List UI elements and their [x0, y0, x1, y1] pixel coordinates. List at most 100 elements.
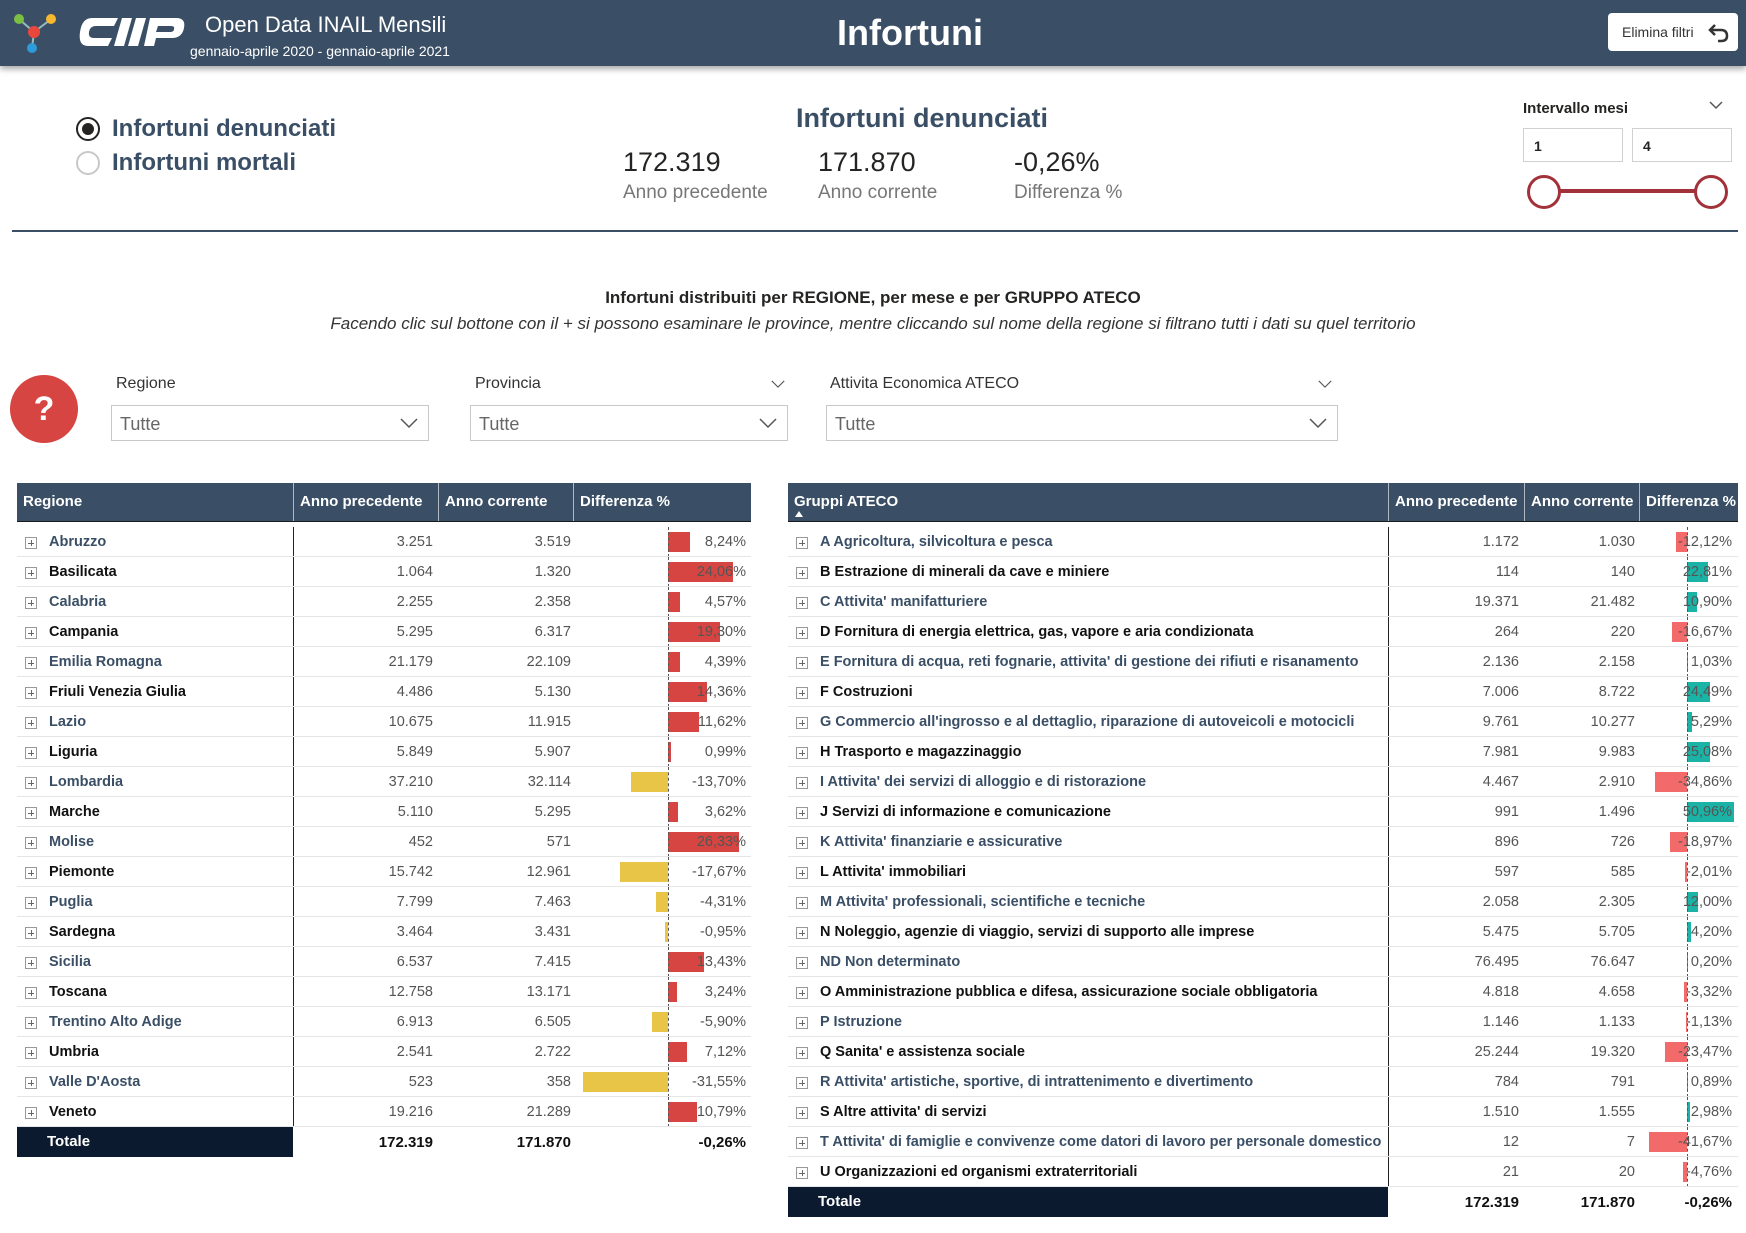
- row-name[interactable]: E Fornitura di acqua, reti fognarie, att…: [820, 654, 1359, 670]
- filter-regione-dropdown[interactable]: Tutte: [111, 405, 429, 441]
- expand-plus-icon[interactable]: [25, 657, 37, 669]
- table-row[interactable]: Lazio 10.675 11.915 11,62%: [17, 707, 751, 737]
- filter-provincia-dropdown[interactable]: Tutte: [470, 405, 788, 441]
- row-name[interactable]: H Trasporto e magazzinaggio: [820, 744, 1022, 760]
- reset-filters-button[interactable]: Elimina filtri: [1608, 13, 1738, 51]
- column-header[interactable]: Regione: [23, 493, 83, 510]
- row-name[interactable]: Abruzzo: [49, 534, 107, 550]
- table-row[interactable]: D Fornitura di energia elettrica, gas, v…: [788, 617, 1738, 647]
- expand-plus-icon[interactable]: [25, 1107, 37, 1119]
- row-name[interactable]: O Amministrazione pubblica e difesa, ass…: [820, 984, 1318, 1000]
- row-name[interactable]: B Estrazione di minerali da cave e minie…: [820, 564, 1110, 580]
- row-name[interactable]: R Attivita' artistiche, sportive, di int…: [820, 1074, 1254, 1090]
- expand-plus-icon[interactable]: [796, 1017, 808, 1029]
- table-row[interactable]: Liguria 5.849 5.907 0,99%: [17, 737, 751, 767]
- column-header[interactable]: Anno precedente: [1395, 493, 1518, 510]
- row-name[interactable]: F Costruzioni: [820, 684, 913, 700]
- table-row[interactable]: J Servizi di informazione e comunicazion…: [788, 797, 1738, 827]
- table-row[interactable]: Umbria 2.541 2.722 7,12%: [17, 1037, 751, 1067]
- expand-plus-icon[interactable]: [796, 957, 808, 969]
- column-header[interactable]: Anno corrente: [1531, 493, 1634, 510]
- radio-infortuni-denunciati[interactable]: Infortuni denunciati: [76, 112, 336, 146]
- table-row[interactable]: A Agricoltura, silvicoltura e pesca 1.172…: [788, 527, 1738, 557]
- row-name[interactable]: K Attivita' finanziarie e assicurative: [820, 834, 1063, 850]
- expand-plus-icon[interactable]: [796, 897, 808, 909]
- row-name[interactable]: J Servizi di informazione e comunicazion…: [820, 804, 1111, 820]
- column-header[interactable]: Differenza %: [1646, 493, 1737, 510]
- expand-plus-icon[interactable]: [796, 657, 808, 669]
- row-name[interactable]: P Istruzione: [820, 1014, 902, 1030]
- table-row[interactable]: N Noleggio, agenzie di viaggio, servizi …: [788, 917, 1738, 947]
- slider-track[interactable]: [1540, 189, 1708, 193]
- expand-plus-icon[interactable]: [25, 687, 37, 699]
- table-row[interactable]: C Attivita' manifatturiere 19.371 21.482 10…: [788, 587, 1738, 617]
- expand-plus-icon[interactable]: [796, 687, 808, 699]
- column-header[interactable]: Anno precedente: [300, 493, 423, 510]
- table-row[interactable]: Calabria 2.255 2.358 4,57%: [17, 587, 751, 617]
- expand-plus-icon[interactable]: [796, 927, 808, 939]
- row-name[interactable]: Q Sanita' e assistenza sociale: [820, 1044, 1025, 1060]
- expand-plus-icon[interactable]: [796, 537, 808, 549]
- expand-plus-icon[interactable]: [25, 597, 37, 609]
- table-row[interactable]: Basilicata 1.064 1.320 24,06%: [17, 557, 751, 587]
- expand-plus-icon[interactable]: [796, 627, 808, 639]
- table-row[interactable]: Veneto 19.216 21.289 10,79%: [17, 1097, 751, 1127]
- table-row[interactable]: P Istruzione 1.146 1.133 -1,13%: [788, 1007, 1738, 1037]
- row-name[interactable]: Basilicata: [49, 564, 117, 580]
- expand-plus-icon[interactable]: [25, 897, 37, 909]
- expand-plus-icon[interactable]: [796, 807, 808, 819]
- table-row[interactable]: Trentino Alto Adige 6.913 6.505 -5,90%: [17, 1007, 751, 1037]
- filter-ateco-dropdown[interactable]: Tutte: [826, 405, 1338, 441]
- expand-plus-icon[interactable]: [25, 1047, 37, 1059]
- table-row[interactable]: H Trasporto e magazzinaggio 7.981 9.983 25,…: [788, 737, 1738, 767]
- row-name[interactable]: L Attivita' immobiliari: [820, 864, 967, 880]
- expand-plus-icon[interactable]: [796, 1137, 808, 1149]
- expand-plus-icon[interactable]: [25, 867, 37, 879]
- table-row[interactable]: Marche 5.110 5.295 3,62%: [17, 797, 751, 827]
- row-name[interactable]: D Fornitura di energia elettrica, gas, v…: [820, 624, 1254, 640]
- slider-from-input[interactable]: 1: [1523, 128, 1623, 162]
- expand-plus-icon[interactable]: [25, 987, 37, 999]
- table-row[interactable]: Friuli Venezia Giulia 4.486 5.130 14,36%: [17, 677, 751, 707]
- expand-plus-icon[interactable]: [796, 1107, 808, 1119]
- row-name[interactable]: G Commercio all'ingrosso e al dettaglio,…: [820, 714, 1355, 730]
- column-header[interactable]: Anno corrente: [445, 493, 548, 510]
- table-row[interactable]: L Attivita' immobiliari 597 585 -2,01%: [788, 857, 1738, 887]
- expand-plus-icon[interactable]: [796, 867, 808, 879]
- slider-to-input[interactable]: 4: [1632, 128, 1732, 162]
- table-row[interactable]: B Estrazione di minerali da cave e minie…: [788, 557, 1738, 587]
- table-row[interactable]: Puglia 7.799 7.463 -4,31%: [17, 887, 751, 917]
- table-row[interactable]: O Amministrazione pubblica e difesa, ass…: [788, 977, 1738, 1007]
- row-name[interactable]: T Attivita' di famiglie e convivenze com…: [820, 1134, 1382, 1150]
- radio-infortuni-mortali[interactable]: Infortuni mortali: [76, 146, 336, 180]
- table-row[interactable]: Campania 5.295 6.317 19,30%: [17, 617, 751, 647]
- table-row[interactable]: Sardegna 3.464 3.431 -0,95%: [17, 917, 751, 947]
- table-row[interactable]: Q Sanita' e assistenza sociale 25.244 19.3…: [788, 1037, 1738, 1067]
- expand-plus-icon[interactable]: [796, 1047, 808, 1059]
- table-row[interactable]: Lombardia 37.210 32.114 -13,70%: [17, 767, 751, 797]
- row-name[interactable]: Marche: [49, 804, 100, 820]
- table-row[interactable]: I Attivita' dei servizi di alloggio e di…: [788, 767, 1738, 797]
- row-name[interactable]: Umbria: [49, 1044, 99, 1060]
- table-row[interactable]: Sicilia 6.537 7.415 13,43%: [17, 947, 751, 977]
- row-name[interactable]: Sicilia: [49, 954, 91, 970]
- row-name[interactable]: Lombardia: [49, 774, 124, 790]
- expand-plus-icon[interactable]: [25, 927, 37, 939]
- table-row[interactable]: R Attivita' artistiche, sportive, di int…: [788, 1067, 1738, 1097]
- expand-plus-icon[interactable]: [25, 957, 37, 969]
- row-name[interactable]: U Organizzazioni ed organismi extraterri…: [820, 1164, 1138, 1180]
- row-name[interactable]: N Noleggio, agenzie di viaggio, servizi …: [820, 924, 1255, 940]
- chevron-down-icon[interactable]: [771, 379, 785, 389]
- column-header[interactable]: Differenza %: [580, 493, 671, 510]
- expand-plus-icon[interactable]: [25, 1077, 37, 1089]
- row-name[interactable]: M Attivita' professionali, scientifiche …: [820, 894, 1146, 910]
- slider-handle-to[interactable]: [1694, 175, 1728, 209]
- row-name[interactable]: Lazio: [49, 714, 87, 730]
- row-name[interactable]: Emilia Romagna: [49, 654, 162, 670]
- expand-plus-icon[interactable]: [25, 1017, 37, 1029]
- table-row[interactable]: F Costruzioni 7.006 8.722 24,49%: [788, 677, 1738, 707]
- table-row[interactable]: U Organizzazioni ed organismi extraterri…: [788, 1157, 1738, 1187]
- column-header[interactable]: Gruppi ATECO: [794, 493, 899, 510]
- expand-plus-icon[interactable]: [796, 567, 808, 579]
- table-row[interactable]: Toscana 12.758 13.171 3,24%: [17, 977, 751, 1007]
